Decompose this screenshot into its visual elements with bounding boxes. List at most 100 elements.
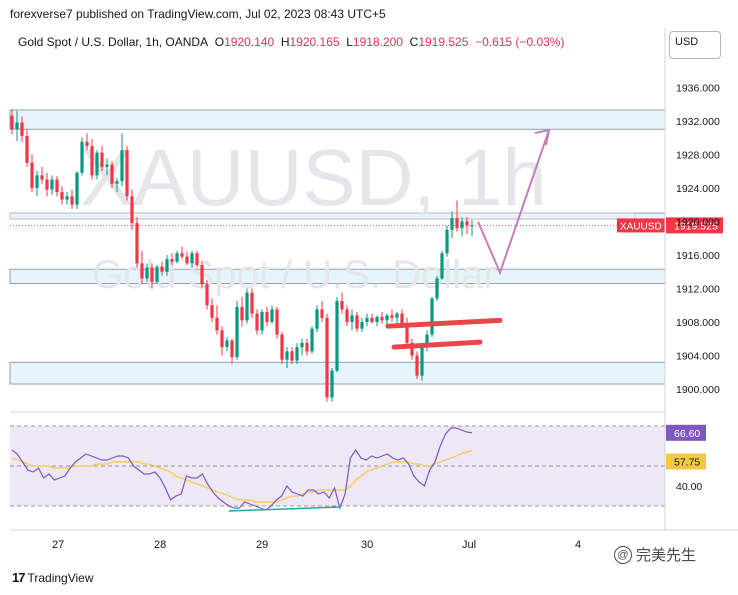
last-price-symbol: XAUUSD [620, 221, 662, 232]
candle [175, 250, 179, 264]
candle-body [195, 253, 199, 266]
candle [150, 263, 154, 289]
open-label: O [214, 35, 225, 49]
candle [30, 154, 34, 193]
candle-body [330, 370, 334, 398]
candle [470, 220, 474, 237]
rsi-ma-value: 57.75 [674, 457, 700, 469]
symbol-title[interactable]: Gold Spot / U.S. Dollar, 1h, OANDA [18, 35, 209, 49]
candle [375, 315, 379, 327]
candle-body [10, 115, 14, 130]
time-tick-label: Jul [462, 539, 476, 551]
candle-body [70, 196, 74, 205]
candle [280, 332, 284, 364]
candle-body [120, 150, 124, 182]
candle [85, 133, 89, 151]
last-price-value-tag [666, 217, 723, 234]
candle-body [465, 221, 469, 226]
candle-body [395, 313, 399, 318]
candle-body [35, 175, 39, 188]
candle-body [125, 150, 129, 197]
candle [145, 263, 149, 282]
candle-body [140, 263, 144, 279]
candle [450, 211, 454, 239]
candle [15, 110, 19, 141]
candle-body [295, 347, 299, 361]
price-tick-label: 1916.000 [676, 250, 720, 262]
candle-body [270, 309, 274, 322]
candle [45, 172, 49, 197]
candle-body [425, 334, 429, 346]
open-value: 1920.140 [224, 35, 275, 49]
currency-button[interactable]: USD [669, 31, 721, 59]
candle [95, 150, 99, 180]
candle-body [65, 196, 69, 200]
candle [180, 246, 184, 260]
time-tick-label: 28 [154, 539, 166, 551]
divergence-line [228, 506, 340, 512]
candle-body [220, 330, 224, 348]
candle [190, 250, 194, 268]
candle [140, 250, 144, 285]
candle [240, 296, 244, 327]
candle-body [225, 340, 229, 348]
candle [305, 338, 309, 356]
candle [460, 217, 464, 237]
candle [110, 161, 114, 188]
candle-body [235, 306, 239, 358]
candle-body [385, 315, 389, 321]
candle [220, 326, 224, 356]
candle-body [415, 355, 419, 376]
candle-body [310, 328, 314, 352]
rsi-ma-tag [666, 453, 706, 470]
candle-body [280, 334, 284, 360]
candle [205, 280, 209, 310]
candle-body [420, 345, 424, 376]
candle-body [50, 179, 54, 190]
candle [245, 288, 249, 324]
candle [75, 171, 79, 209]
zone-rect [9, 109, 666, 130]
candle-body [325, 317, 329, 398]
candle-body [460, 221, 464, 229]
candle [360, 317, 364, 333]
candle-body [230, 340, 234, 358]
rsi-line [11, 427, 473, 511]
last-price-value: 1919.525 [674, 220, 718, 232]
candle-body [250, 292, 254, 314]
candle [135, 217, 139, 268]
price-tick-label: 1912.000 [676, 283, 720, 295]
time-tick-label: 30 [361, 539, 373, 551]
candle [100, 146, 104, 172]
candle-body [445, 229, 449, 254]
candle-body [185, 256, 189, 264]
price-tick-label: 1900.000 [676, 384, 720, 396]
candle [330, 368, 334, 402]
candle-body [135, 223, 139, 264]
candle-body [450, 218, 454, 230]
candle-body [265, 311, 269, 322]
candle-body [305, 342, 309, 352]
price-tick-label: 1904.000 [676, 351, 720, 363]
candle [90, 139, 94, 180]
candle-body [370, 317, 374, 322]
candle-body [150, 267, 154, 282]
candle [335, 296, 339, 373]
candle [230, 338, 234, 364]
candle [155, 265, 159, 285]
candle-body [440, 253, 444, 279]
candle [115, 177, 119, 193]
candle-body [400, 313, 404, 324]
candle-body [390, 315, 394, 318]
candle [60, 186, 64, 205]
last-price-symbol-tag [617, 218, 665, 233]
candle-body [290, 351, 294, 361]
candle [275, 306, 279, 339]
candle [445, 225, 449, 257]
time-tick-label: 29 [256, 539, 268, 551]
footer-brand[interactable]: 17 TradingView [12, 570, 94, 585]
price-tick-label: 1908.000 [676, 317, 720, 329]
candle-body [55, 179, 59, 193]
candle [120, 133, 124, 187]
